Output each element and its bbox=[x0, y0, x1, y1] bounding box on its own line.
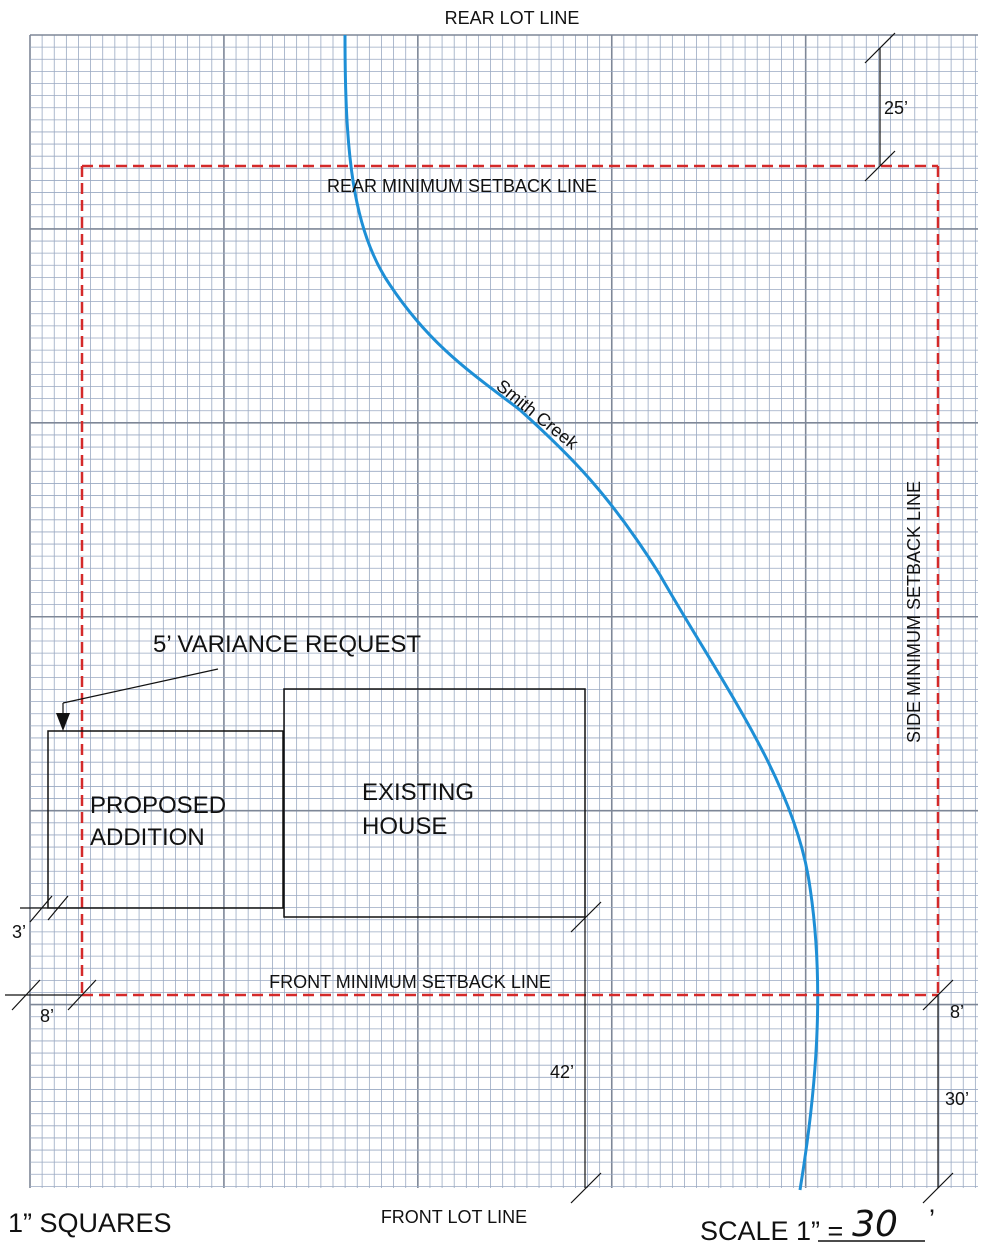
house-to-front-tick-bottom bbox=[570, 1172, 602, 1204]
front-left-tick-1 bbox=[11, 979, 41, 1011]
addition-gap-dim-label: 3’ bbox=[12, 922, 26, 942]
existing-house-outline bbox=[283, 688, 586, 918]
right-front-tick-top bbox=[922, 979, 954, 1011]
house-label-line1: EXISTING bbox=[362, 779, 474, 806]
variance-label: 5’ VARIANCE REQUEST bbox=[153, 631, 421, 658]
creek-label: Smith Creek bbox=[492, 376, 582, 454]
setback-lines bbox=[80, 164, 940, 997]
squares-note: 1” SQUARES bbox=[8, 1208, 172, 1238]
dimension-lines bbox=[5, 32, 954, 1204]
rear-setback-label: REAR MINIMUM SETBACK LINE bbox=[327, 176, 597, 196]
variance-leader-line bbox=[62, 668, 219, 704]
right-front-tick-bottom bbox=[922, 1172, 954, 1204]
addition-gap-tick-1 bbox=[29, 895, 53, 923]
front-lot-line-label: FRONT LOT LINE bbox=[381, 1207, 527, 1227]
right-front-dim-label: 30’ bbox=[945, 1089, 969, 1109]
rear-dim-tick-bottom bbox=[864, 150, 896, 182]
house-label-line2: HOUSE bbox=[362, 813, 447, 840]
addition-gap-tick-2 bbox=[47, 895, 69, 921]
house-to-front-tick-top bbox=[570, 901, 602, 933]
front-setback-label: FRONT MINIMUM SETBACK LINE bbox=[269, 972, 551, 992]
rear-lot-line-label: REAR LOT LINE bbox=[445, 8, 580, 28]
scale-value: 30 bbox=[852, 1204, 898, 1245]
front-right-dim-label: 8’ bbox=[950, 1002, 964, 1022]
addition-label-line2: ADDITION bbox=[90, 824, 205, 851]
addition-label-line1: PROPOSED bbox=[90, 792, 226, 819]
smith-creek bbox=[343, 34, 820, 1191]
graph-paper-grid bbox=[29, 34, 978, 1188]
house-to-front-dim-label: 42’ bbox=[550, 1062, 574, 1082]
front-left-tick-2 bbox=[67, 979, 97, 1011]
scale-unit: ’ bbox=[929, 1204, 935, 1234]
proposed-addition-outline bbox=[47, 730, 284, 909]
front-left-dim-label: 8’ bbox=[40, 1006, 54, 1026]
variance-arrow-head bbox=[56, 713, 70, 731]
rear-setback-dim-label: 25’ bbox=[884, 98, 908, 118]
side-setback-label: SIDE MINIMUM SETBACK LINE bbox=[904, 481, 924, 743]
rear-dim-tick-top bbox=[864, 32, 896, 64]
